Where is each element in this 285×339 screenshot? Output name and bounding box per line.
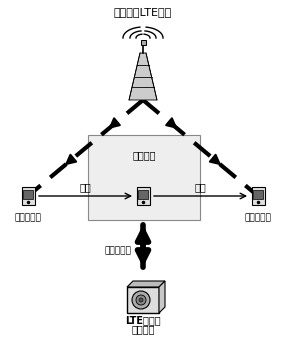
Bar — [21, 187, 34, 205]
Bar — [253, 190, 263, 199]
Text: 手机标识号: 手机标识号 — [104, 246, 131, 256]
Text: 非检测区域: 非检测区域 — [15, 214, 41, 222]
Bar — [138, 190, 148, 199]
Circle shape — [139, 298, 143, 302]
Bar — [88, 135, 200, 220]
Bar — [141, 40, 146, 45]
Bar — [127, 287, 159, 313]
Text: 移动: 移动 — [80, 182, 91, 192]
Bar — [23, 190, 33, 199]
Polygon shape — [129, 53, 157, 100]
Polygon shape — [127, 281, 165, 287]
Text: 移动通信LTE基站: 移动通信LTE基站 — [114, 7, 172, 17]
Text: 基站设备: 基站设备 — [131, 324, 155, 334]
Bar — [137, 187, 150, 205]
Text: 非检测区域: 非检测区域 — [245, 214, 271, 222]
Circle shape — [136, 295, 146, 305]
Bar — [251, 187, 264, 205]
Circle shape — [132, 291, 150, 309]
Text: LTE定位伪: LTE定位伪 — [125, 315, 161, 325]
Text: 检测区域: 检测区域 — [132, 150, 156, 160]
Text: 移动: 移动 — [195, 182, 206, 192]
Polygon shape — [159, 281, 165, 313]
